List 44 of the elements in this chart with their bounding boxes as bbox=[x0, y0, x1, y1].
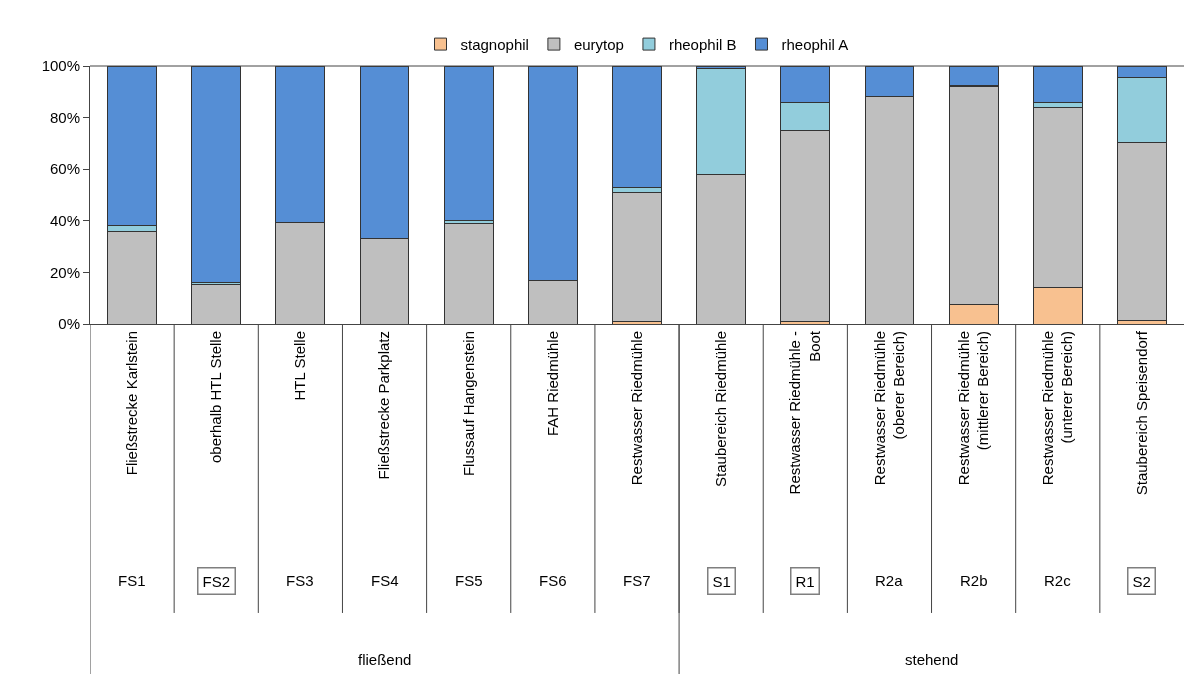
text: stehend bbox=[905, 651, 959, 668]
text: R2b bbox=[960, 572, 988, 589]
x-tick-label: Staubereich Riedmühle bbox=[712, 331, 730, 487]
x-tick-label: Flussauf Hangenstein bbox=[459, 331, 477, 477]
bar bbox=[612, 191, 662, 322]
y-tick-label: 20% bbox=[49, 263, 80, 281]
text: FS6 bbox=[539, 572, 567, 589]
x-tick-label: Fließstrecke Parkplatz bbox=[375, 331, 393, 480]
bar bbox=[443, 222, 494, 324]
x-tick-label: Restwasser Riedmühle (mittlerer Bereich) bbox=[954, 331, 992, 486]
x-tick-label: Fließstrecke Karlstein bbox=[122, 331, 140, 476]
x-tick-label: Restwasser Riedmühle (oberer Bereich) bbox=[870, 331, 908, 486]
y-tick-label: 0% bbox=[58, 315, 80, 333]
text: FS3 bbox=[286, 572, 314, 589]
legend-label: rheophil B bbox=[668, 35, 737, 53]
legend-label: stagnophil bbox=[460, 35, 529, 53]
bar bbox=[191, 66, 242, 284]
text: R2c bbox=[1044, 572, 1072, 589]
text: S1 bbox=[712, 572, 731, 590]
legend-label: rheophil A bbox=[781, 35, 849, 53]
x-tick-label: Restwasser Riedmühle (unterer Bereich) bbox=[1038, 331, 1076, 486]
legend-label: eurytop bbox=[573, 35, 624, 53]
bar bbox=[107, 230, 157, 324]
bar bbox=[443, 66, 494, 222]
y-tick-label: 80% bbox=[49, 108, 80, 126]
x-tick-label: Staubereich Speisendorf bbox=[1132, 330, 1150, 496]
y-tick-label: 100% bbox=[41, 57, 80, 75]
text: FS5 bbox=[455, 572, 483, 589]
x-tick-label: Restwasser Riedmühle - Boot bbox=[786, 330, 823, 495]
text: FS4 bbox=[371, 572, 399, 589]
x-tick-label: HTL Stelle bbox=[291, 331, 309, 401]
x-tick-label: Restwasser Riedmühle bbox=[627, 331, 645, 486]
x-tick-label: FAH Riedmühle bbox=[543, 331, 561, 437]
text: R2a bbox=[875, 572, 904, 589]
text: fließend bbox=[358, 651, 412, 668]
text: FS7 bbox=[623, 572, 651, 589]
x-tick-label: oberhalb HTL Stelle bbox=[207, 331, 225, 464]
text: FS2 bbox=[202, 572, 231, 590]
y-tick-label: 60% bbox=[49, 160, 80, 178]
bar bbox=[191, 283, 242, 324]
text: R1 bbox=[795, 572, 815, 590]
y-tick-label: 40% bbox=[49, 212, 80, 230]
text: S2 bbox=[1132, 572, 1151, 590]
text: FS1 bbox=[118, 572, 146, 589]
